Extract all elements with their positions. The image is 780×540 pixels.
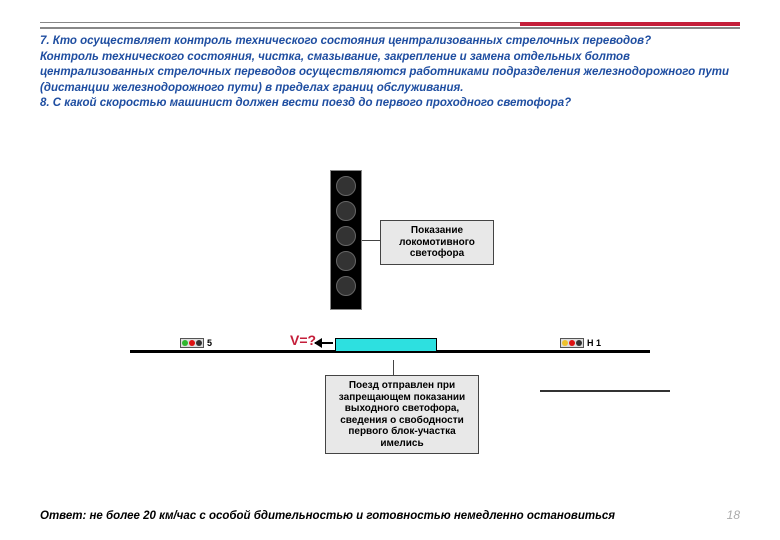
- answer-8: Ответ: не более 20 км/час с особой бдите…: [40, 510, 700, 522]
- lamp-red-icon: [569, 340, 575, 346]
- signal-lamp: [336, 201, 356, 221]
- lamp-red-icon: [189, 340, 195, 346]
- connector-line: [362, 240, 380, 241]
- lamp-dark-icon: [196, 340, 202, 346]
- connector-line: [393, 360, 394, 375]
- signal-dots: [180, 338, 204, 348]
- label-train-status: Поезд отправлен при запрещающем показани…: [325, 375, 479, 454]
- question-7: 7. Кто осуществляет контроль техническог…: [40, 34, 740, 50]
- questions-block: 7. Кто осуществляет контроль техническог…: [40, 34, 740, 112]
- track-signal-left: 5: [180, 338, 212, 348]
- signal-lamp: [336, 176, 356, 196]
- question-8: 8. С какой скоростью машинист должен вес…: [40, 96, 740, 112]
- header-rule: [40, 22, 740, 29]
- signal-lamp: [336, 251, 356, 271]
- signal-lamp: [336, 276, 356, 296]
- locomotive-signal: [330, 170, 362, 310]
- page-number: 18: [727, 508, 740, 522]
- signal-right-mark: Н 1: [587, 338, 601, 348]
- lamp-dark-icon: [576, 340, 582, 346]
- railway-diagram: Показание локомотивного светофора V=? 5 …: [130, 160, 650, 470]
- track-signal-right: Н 1: [560, 338, 601, 348]
- train-box: [335, 338, 437, 352]
- lamp-yellow-icon: [562, 340, 568, 346]
- track-branch: [540, 390, 670, 392]
- answer-7: Контроль технического состояния, чистка,…: [40, 50, 740, 97]
- direction-arrow-icon: [315, 342, 333, 344]
- signal-dots: [560, 338, 584, 348]
- signal-left-mark: 5: [207, 338, 212, 348]
- label-signal-indication: Показание локомотивного светофора: [380, 220, 494, 265]
- velocity-label: V=?: [290, 332, 316, 348]
- lamp-green-icon: [182, 340, 188, 346]
- signal-lamp: [336, 226, 356, 246]
